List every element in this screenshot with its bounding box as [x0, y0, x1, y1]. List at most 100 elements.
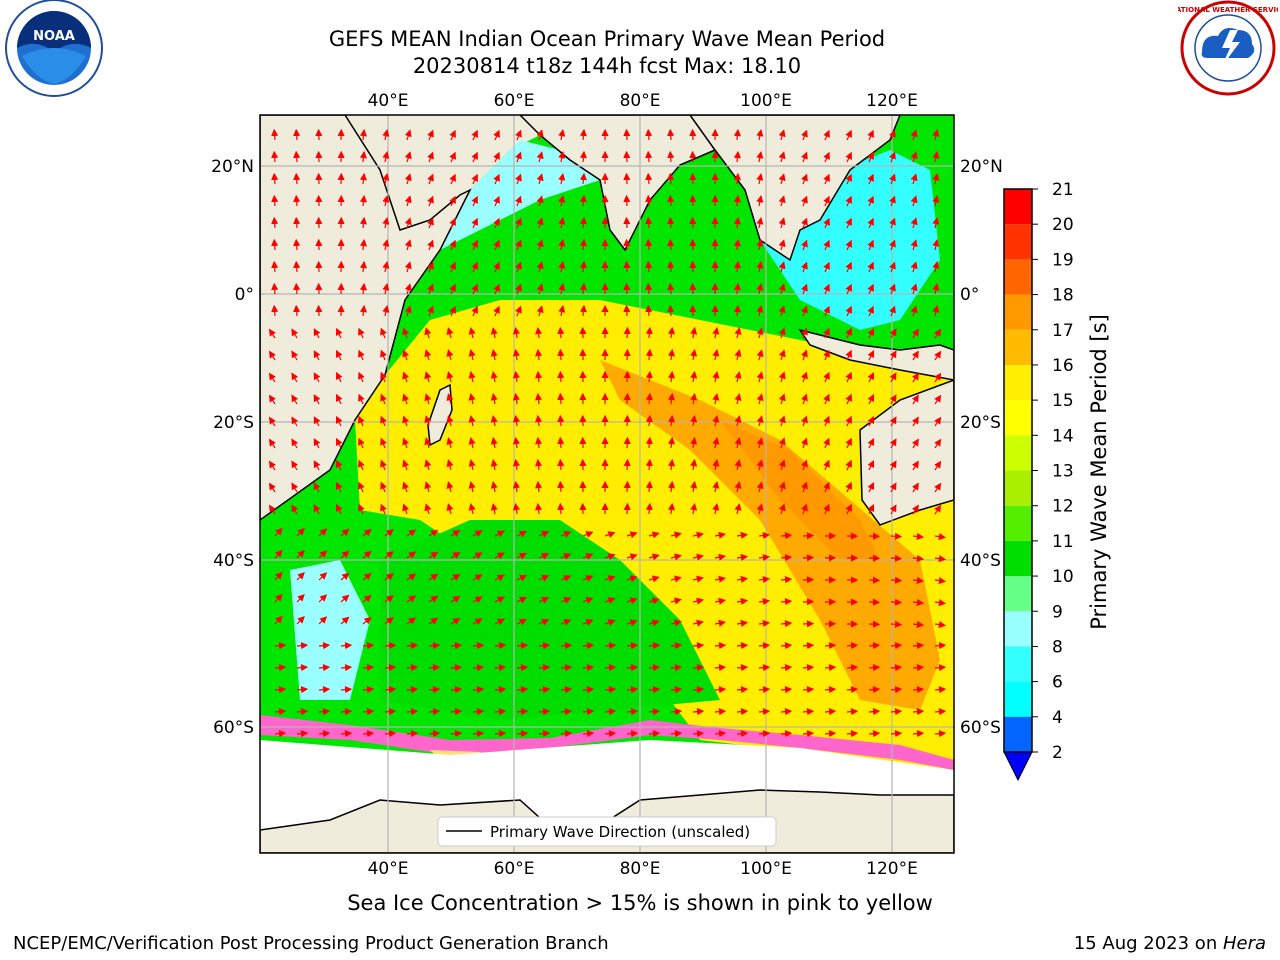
wave-arrow [336, 327, 343, 339]
wave-arrow [626, 642, 639, 650]
wave-arrow [512, 392, 521, 405]
wave-arrow [889, 129, 896, 141]
wave-arrow [867, 195, 874, 207]
wave-arrow [734, 393, 742, 405]
wave-arrow [296, 616, 305, 625]
wave-arrow [313, 350, 321, 361]
wave-arrow [336, 459, 343, 471]
wave-arrow [358, 349, 365, 361]
wave-arrow [362, 708, 375, 716]
wave-arrow [690, 436, 698, 449]
wave-arrow [867, 372, 875, 383]
wave-arrow [404, 217, 412, 229]
wave-arrow [934, 554, 947, 563]
colorbar-tick-label: 13 [1052, 462, 1074, 482]
wave-arrow [934, 460, 942, 471]
wave-arrow [626, 619, 638, 627]
wave-arrow [384, 573, 394, 581]
wave-arrow [845, 261, 852, 273]
wave-arrow [623, 348, 631, 361]
wave-arrow [538, 531, 550, 538]
wave-arrow [912, 576, 925, 585]
noaa-logo-text: NOAA [33, 29, 75, 44]
wave-arrow [534, 392, 543, 405]
wave-arrow [845, 305, 852, 317]
wave-arrow [536, 261, 544, 273]
wave-arrow [868, 664, 881, 672]
wave-arrow [690, 480, 698, 493]
wave-arrow [823, 305, 830, 317]
wave-arrow [823, 151, 830, 163]
wave-arrow [604, 664, 617, 672]
wave-arrow [380, 503, 387, 515]
wave-arrow [494, 596, 505, 604]
wave-arrow [296, 594, 305, 603]
wave-arrow [623, 392, 631, 405]
wave-arrow [758, 553, 771, 562]
wave-arrow [428, 529, 439, 537]
wave-arrow [359, 194, 368, 207]
wave-arrow [424, 327, 432, 339]
wave-arrow [318, 594, 328, 603]
wave-arrow [515, 217, 522, 229]
wave-arrow [538, 642, 551, 650]
wave-arrow [512, 436, 521, 449]
wave-arrow [268, 438, 276, 449]
wave-arrow [362, 550, 372, 559]
lon-tick-bottom: 100°E [740, 859, 792, 879]
wave-arrow [910, 129, 918, 141]
wave-arrow [493, 195, 500, 207]
wave-arrow [648, 686, 661, 694]
wave-arrow [934, 350, 942, 361]
wave-arrow [406, 708, 419, 716]
wave-arrow [845, 129, 852, 141]
wave-arrow [536, 217, 544, 229]
wave-arrow [932, 195, 940, 207]
lat-tick-left: 20°S [213, 413, 254, 433]
wave-arrow [824, 708, 837, 716]
wave-arrow [560, 597, 572, 604]
wave-arrow [291, 482, 299, 493]
wave-arrow [336, 503, 343, 515]
wave-arrow [538, 619, 550, 626]
wave-arrow [579, 282, 587, 295]
wave-arrow [471, 283, 478, 295]
wave-arrow [402, 437, 410, 449]
lon-tick-bottom: 80°E [620, 859, 661, 879]
wave-arrow [890, 686, 903, 694]
wave-arrow [450, 529, 461, 537]
wave-arrow [823, 371, 830, 383]
wave-arrow [404, 261, 412, 273]
wave-arrow [336, 437, 343, 449]
wave-arrow [734, 503, 742, 515]
wave-arrow [626, 553, 638, 561]
wave-arrow [516, 574, 527, 582]
madagascar-island [427, 383, 453, 447]
wave-arrow [402, 327, 410, 339]
wave-arrow [648, 531, 660, 539]
wave-arrow [845, 239, 852, 251]
wave-arrow [268, 328, 276, 339]
wave-arrow [780, 554, 793, 562]
wave-arrow [428, 686, 441, 694]
wave-arrow [934, 482, 942, 493]
wave-arrow [734, 327, 742, 339]
map-area [260, 115, 954, 853]
wave-arrow [490, 481, 498, 493]
colorbar-tick-label: 16 [1052, 356, 1074, 376]
wave-arrow [293, 238, 301, 251]
wave-arrow [867, 261, 874, 273]
lat-tick-left: 20°N [211, 157, 254, 177]
wave-arrow [558, 195, 566, 207]
wave-arrow [536, 195, 544, 207]
wave-arrow [424, 459, 432, 471]
wave-arrow [313, 372, 321, 383]
wave-arrow [406, 529, 417, 537]
wave-arrow [362, 616, 372, 625]
wave-direction-arrows [268, 128, 947, 738]
wave-arrow [932, 129, 940, 141]
wave-arrow [516, 708, 529, 716]
wave-arrow [358, 437, 365, 449]
wave-arrow [932, 217, 940, 229]
wave-arrow [648, 597, 660, 605]
